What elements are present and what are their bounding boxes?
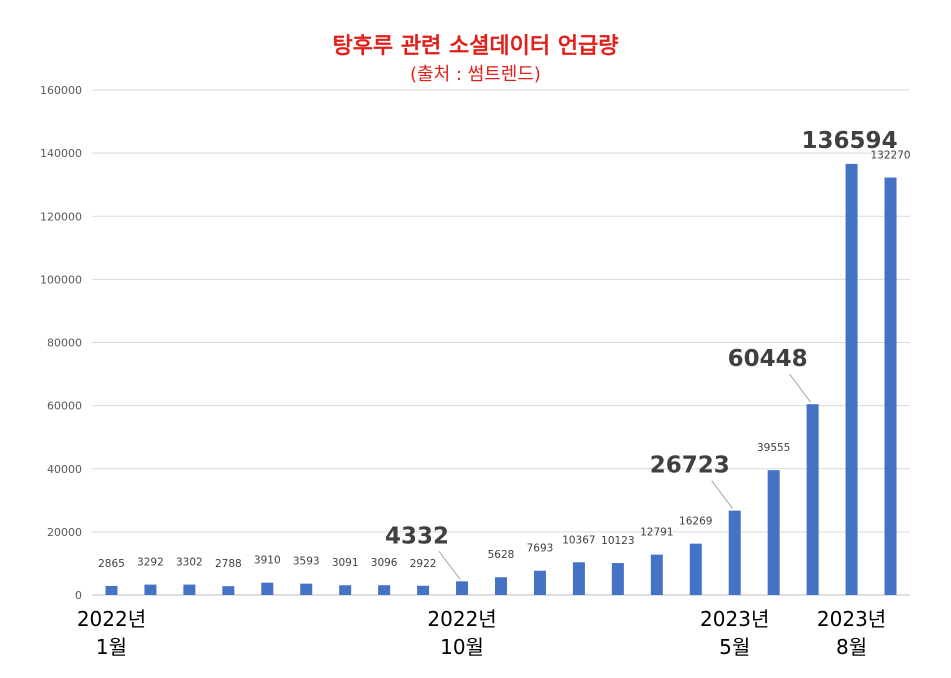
data-label-callout: 136594 xyxy=(802,128,898,154)
y-tick-label: 140000 xyxy=(40,147,82,160)
data-label: 3910 xyxy=(254,555,281,567)
bar xyxy=(611,563,624,595)
x-category-label: 5월 xyxy=(719,635,750,659)
bar xyxy=(495,577,507,595)
data-label: 3302 xyxy=(176,557,203,569)
data-label: 39555 xyxy=(757,442,790,454)
y-tick-label: 0 xyxy=(75,589,82,602)
data-label: 3091 xyxy=(332,557,359,569)
chart-subtitle: (출처 : 썸트렌드) xyxy=(410,64,541,85)
x-category-label: 2022년 xyxy=(77,607,146,631)
data-label: 3096 xyxy=(371,557,398,569)
y-tick-label: 60000 xyxy=(47,400,82,413)
chart-title: 탕후루 관련 소셜데이터 언급량 xyxy=(332,34,619,59)
x-category-label: 1월 xyxy=(96,635,127,659)
x-category-label: 2022년 xyxy=(427,607,496,631)
bar xyxy=(261,582,274,595)
bar xyxy=(728,510,741,595)
leader-line xyxy=(438,551,461,580)
data-label: 12791 xyxy=(640,527,673,539)
data-label: 10123 xyxy=(601,535,634,547)
bar xyxy=(845,163,858,595)
y-tick-label: 120000 xyxy=(40,210,82,223)
leader-line xyxy=(789,373,812,403)
bar xyxy=(417,585,430,595)
data-label: 5628 xyxy=(488,549,515,561)
x-category-label: 2023년 xyxy=(817,607,886,631)
data-label: 2788 xyxy=(215,558,242,570)
x-category-label: 10월 xyxy=(440,635,484,659)
bar xyxy=(533,570,546,595)
y-tick-label: 160000 xyxy=(40,84,82,97)
bar xyxy=(105,585,118,595)
bar xyxy=(183,584,196,595)
leader-line xyxy=(711,480,734,509)
data-label: 2865 xyxy=(98,558,125,570)
bar xyxy=(222,586,235,595)
data-label: 7693 xyxy=(527,543,554,555)
y-tick-label: 20000 xyxy=(47,526,82,539)
x-category-label: 8월 xyxy=(836,635,867,659)
data-label: 2922 xyxy=(410,558,437,570)
data-label: 10367 xyxy=(562,534,595,546)
bar xyxy=(378,585,391,595)
bar xyxy=(884,177,897,595)
data-label-callout: 4332 xyxy=(385,523,449,549)
bar xyxy=(572,562,585,595)
data-label-callout: 26723 xyxy=(650,453,730,479)
bar xyxy=(339,585,352,595)
bar xyxy=(806,404,819,595)
y-tick-label: 80000 xyxy=(47,337,82,350)
data-label-callout: 60448 xyxy=(728,346,808,372)
x-category-label: 2023년 xyxy=(700,607,769,631)
data-label: 16269 xyxy=(679,516,712,528)
data-label: 132270 xyxy=(870,150,910,162)
bar xyxy=(144,584,157,595)
bar xyxy=(767,470,780,595)
bar xyxy=(650,554,663,595)
data-label: 3292 xyxy=(137,557,164,569)
bar xyxy=(456,581,469,595)
data-label: 3593 xyxy=(293,556,320,568)
y-tick-label: 100000 xyxy=(40,273,82,286)
y-tick-label: 40000 xyxy=(47,463,82,476)
bar xyxy=(689,543,702,595)
bar xyxy=(300,583,313,595)
